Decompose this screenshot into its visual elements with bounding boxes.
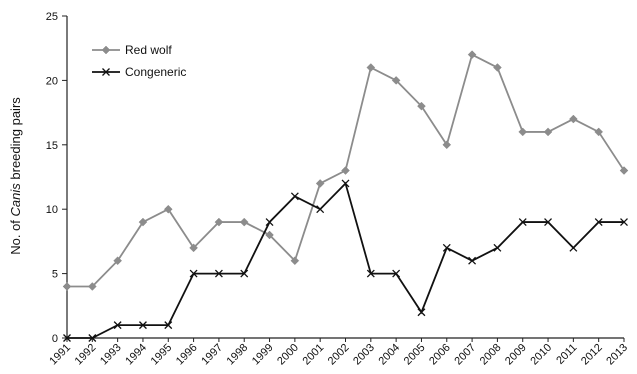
congeneric-point	[164, 321, 173, 330]
red-wolf-point	[163, 204, 173, 214]
red-wolf-point	[569, 114, 578, 124]
congeneric-point	[392, 269, 401, 278]
red-wolf-point	[366, 63, 376, 72]
congeneric-point	[63, 334, 71, 342]
x-tick-label: 2009	[503, 342, 529, 368]
red-wolf-point	[239, 217, 249, 227]
red-wolf-point	[189, 243, 198, 253]
x-tick-label: 2008	[478, 342, 504, 368]
x-tick-label: 2000	[275, 342, 301, 368]
x-tick-label: 1996	[174, 342, 200, 368]
x-tick-label: 2004	[376, 342, 402, 368]
legend-label-congeneric: Congeneric	[125, 65, 186, 79]
x-tick-label: 2013	[604, 342, 630, 368]
congeneric-point	[113, 321, 122, 330]
y-axis-title: No. of Canis breeding pairs	[8, 97, 23, 255]
y-tick-label: 10	[46, 204, 58, 216]
congeneric-point	[594, 218, 603, 227]
congeneric-point	[88, 334, 97, 342]
x-tick-label: 2010	[528, 342, 554, 368]
congeneric-series-line	[67, 181, 624, 339]
x-tick-label: 2003	[351, 342, 377, 368]
congeneric-point	[442, 243, 451, 252]
red-wolf-point	[518, 127, 528, 137]
x-tick-label: 2002	[326, 342, 352, 368]
y-axis-title-suffix: breeding pairs	[8, 97, 23, 183]
red-wolf-point	[391, 76, 401, 85]
legend-label-red-wolf: Red wolf	[125, 43, 172, 57]
x-tick-label: 1999	[250, 342, 276, 368]
congeneric-point	[493, 243, 502, 252]
x-tick-label: 2007	[452, 342, 478, 368]
legend-marker-red-wolf	[101, 45, 111, 55]
congeneric-point	[417, 308, 426, 317]
red-wolf-point	[87, 282, 97, 291]
red-wolf-point	[442, 140, 452, 150]
legend-marker-congeneric	[102, 68, 110, 76]
red-wolf-point	[113, 256, 122, 266]
congeneric-point	[240, 269, 249, 278]
x-tick-label: 1998	[225, 342, 251, 368]
congeneric-point	[341, 179, 350, 188]
red-wolf-point	[341, 166, 350, 175]
congeneric-point	[544, 218, 553, 227]
congeneric-point	[138, 321, 147, 330]
x-tick-label: 1992	[73, 342, 99, 368]
congeneric-point	[290, 192, 299, 201]
y-axis-title-prefix: No. of	[8, 216, 23, 254]
x-tick-label: 2001	[301, 342, 327, 368]
congeneric-point	[569, 243, 578, 252]
red-wolf-point	[290, 256, 300, 266]
congeneric-point	[518, 218, 527, 227]
congeneric-point	[265, 218, 274, 227]
x-tick-label: 1995	[149, 342, 175, 368]
congeneric-point	[214, 269, 223, 278]
congeneric-point	[366, 269, 375, 278]
red-wolf-point	[265, 230, 274, 240]
x-tick-label: 1997	[199, 342, 225, 368]
x-tick-label: 2011	[554, 342, 579, 367]
y-axis-title-italic: Canis	[8, 183, 23, 217]
red-wolf-point	[493, 63, 502, 72]
red-wolf-point	[417, 101, 426, 111]
red-wolf-point	[543, 127, 553, 137]
red-wolf-point	[214, 217, 224, 227]
congeneric-point	[468, 256, 477, 265]
x-tick-label: 1991	[47, 342, 73, 368]
red-wolf-point	[315, 179, 325, 188]
y-tick-label: 0	[52, 333, 58, 345]
y-tick-label: 15	[46, 140, 58, 152]
x-tick-label: 2006	[427, 342, 453, 368]
red-wolf-point	[619, 166, 629, 175]
red-wolf-point	[467, 50, 477, 59]
y-tick-label: 25	[46, 11, 58, 23]
red-wolf-point	[594, 127, 604, 137]
red-wolf-point	[62, 282, 72, 291]
x-tick-label: 2005	[402, 342, 428, 368]
red-wolf-point	[138, 217, 148, 227]
x-tick-label: 1993	[98, 342, 124, 368]
congeneric-point	[620, 218, 628, 227]
y-tick-label: 20	[46, 75, 58, 87]
y-tick-label: 5	[52, 269, 58, 281]
congeneric-point	[189, 269, 198, 278]
congeneric-point	[316, 205, 325, 214]
x-tick-label: 2012	[579, 342, 605, 368]
x-tick-label: 1994	[123, 342, 149, 368]
